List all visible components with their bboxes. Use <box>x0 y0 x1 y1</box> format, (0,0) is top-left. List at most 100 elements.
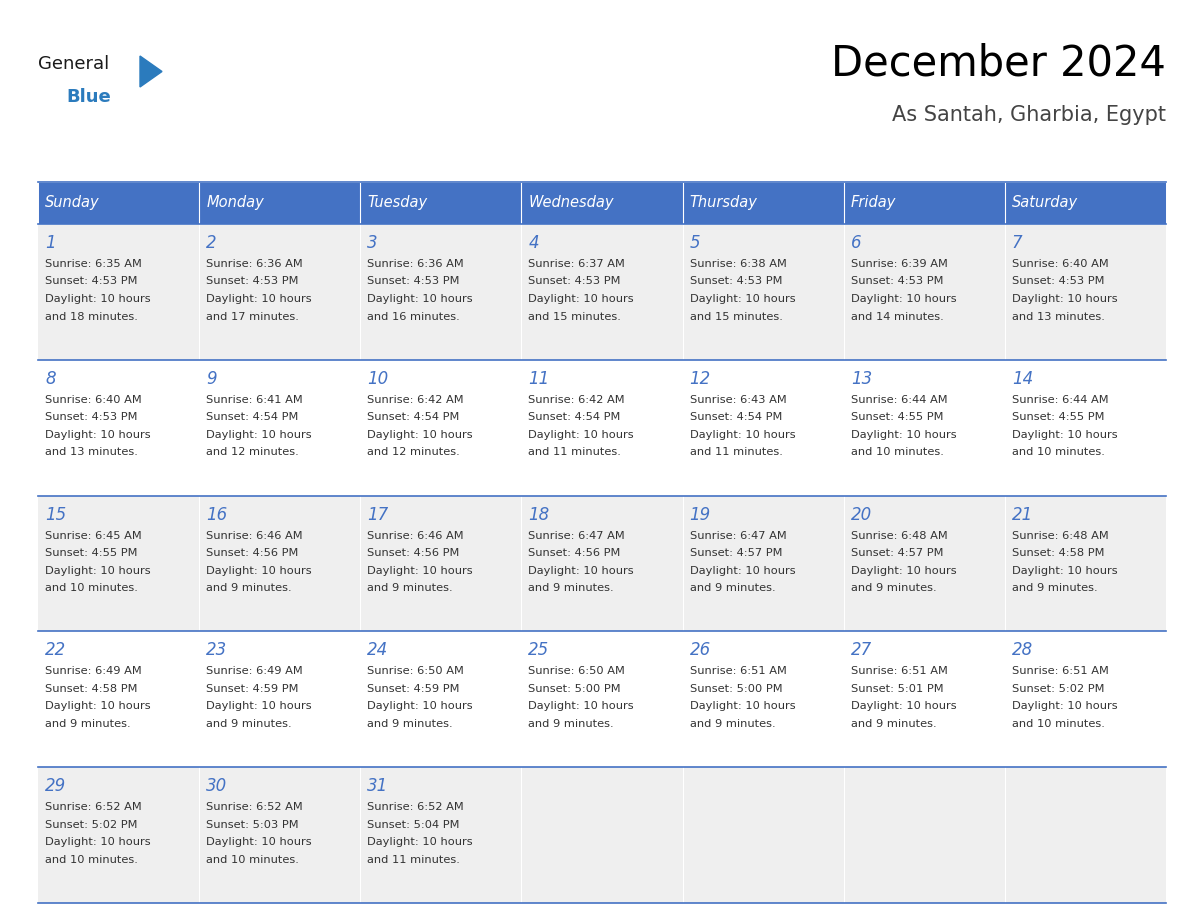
Text: Sunrise: 6:37 AM: Sunrise: 6:37 AM <box>529 259 625 269</box>
Text: Sunrise: 6:39 AM: Sunrise: 6:39 AM <box>851 259 948 269</box>
Text: and 15 minutes.: and 15 minutes. <box>689 311 783 321</box>
Text: Sunrise: 6:48 AM: Sunrise: 6:48 AM <box>851 531 948 541</box>
Bar <box>1005 182 1165 224</box>
Text: 12: 12 <box>689 370 710 387</box>
Text: 1: 1 <box>45 234 56 252</box>
Text: and 10 minutes.: and 10 minutes. <box>1012 719 1105 729</box>
Text: Daylight: 10 hours: Daylight: 10 hours <box>367 565 473 576</box>
Text: Sunset: 5:03 PM: Sunset: 5:03 PM <box>207 820 298 830</box>
Text: Sunset: 4:57 PM: Sunset: 4:57 PM <box>851 548 943 558</box>
Text: and 13 minutes.: and 13 minutes. <box>1012 311 1105 321</box>
Text: Sunrise: 6:51 AM: Sunrise: 6:51 AM <box>851 666 948 677</box>
Text: Daylight: 10 hours: Daylight: 10 hours <box>45 837 151 847</box>
Bar <box>683 182 843 224</box>
Text: Daylight: 10 hours: Daylight: 10 hours <box>851 565 956 576</box>
Text: and 12 minutes.: and 12 minutes. <box>367 447 460 457</box>
Text: Sunset: 5:00 PM: Sunset: 5:00 PM <box>529 684 621 694</box>
Text: and 18 minutes.: and 18 minutes. <box>45 311 138 321</box>
Text: Sunset: 4:56 PM: Sunset: 4:56 PM <box>367 548 460 558</box>
Text: 27: 27 <box>851 642 872 659</box>
Text: Sunrise: 6:43 AM: Sunrise: 6:43 AM <box>689 395 786 405</box>
Bar <box>38 496 1165 632</box>
Text: and 11 minutes.: and 11 minutes. <box>689 447 783 457</box>
Text: Monday: Monday <box>207 196 264 210</box>
Text: Sunrise: 6:52 AM: Sunrise: 6:52 AM <box>45 802 141 812</box>
Text: 18: 18 <box>529 506 550 523</box>
Text: Sunset: 4:59 PM: Sunset: 4:59 PM <box>207 684 298 694</box>
Text: and 10 minutes.: and 10 minutes. <box>45 855 138 865</box>
Text: Sunrise: 6:38 AM: Sunrise: 6:38 AM <box>689 259 786 269</box>
Text: and 9 minutes.: and 9 minutes. <box>207 583 292 593</box>
Text: Wednesday: Wednesday <box>529 196 614 210</box>
Text: and 9 minutes.: and 9 minutes. <box>207 719 292 729</box>
Bar <box>38 182 200 224</box>
Text: Daylight: 10 hours: Daylight: 10 hours <box>1012 565 1118 576</box>
Text: 3: 3 <box>367 234 378 252</box>
Text: Sunrise: 6:50 AM: Sunrise: 6:50 AM <box>529 666 625 677</box>
Text: Daylight: 10 hours: Daylight: 10 hours <box>367 701 473 711</box>
Text: Daylight: 10 hours: Daylight: 10 hours <box>689 701 795 711</box>
Text: Daylight: 10 hours: Daylight: 10 hours <box>45 701 151 711</box>
Text: Daylight: 10 hours: Daylight: 10 hours <box>689 430 795 440</box>
Text: Daylight: 10 hours: Daylight: 10 hours <box>689 294 795 304</box>
Text: Sunrise: 6:47 AM: Sunrise: 6:47 AM <box>529 531 625 541</box>
Bar <box>360 182 522 224</box>
Text: As Santah, Gharbia, Egypt: As Santah, Gharbia, Egypt <box>892 105 1165 125</box>
Text: 19: 19 <box>689 506 710 523</box>
Text: Sunset: 4:54 PM: Sunset: 4:54 PM <box>207 412 298 422</box>
Text: and 9 minutes.: and 9 minutes. <box>1012 583 1098 593</box>
Text: Sunrise: 6:49 AM: Sunrise: 6:49 AM <box>207 666 303 677</box>
Text: Sunset: 5:02 PM: Sunset: 5:02 PM <box>1012 684 1105 694</box>
Text: Sunset: 4:56 PM: Sunset: 4:56 PM <box>207 548 298 558</box>
Text: 31: 31 <box>367 778 388 795</box>
Text: and 9 minutes.: and 9 minutes. <box>529 719 614 729</box>
Text: Sunset: 4:53 PM: Sunset: 4:53 PM <box>529 276 621 286</box>
Text: Sunrise: 6:36 AM: Sunrise: 6:36 AM <box>207 259 303 269</box>
Text: and 9 minutes.: and 9 minutes. <box>367 583 453 593</box>
Bar <box>38 224 1165 360</box>
Text: and 10 minutes.: and 10 minutes. <box>851 447 943 457</box>
Text: 8: 8 <box>45 370 56 387</box>
Text: 9: 9 <box>207 370 216 387</box>
Text: Sunset: 4:54 PM: Sunset: 4:54 PM <box>367 412 460 422</box>
Text: Sunrise: 6:42 AM: Sunrise: 6:42 AM <box>367 395 463 405</box>
Text: Sunrise: 6:36 AM: Sunrise: 6:36 AM <box>367 259 465 269</box>
Text: Daylight: 10 hours: Daylight: 10 hours <box>207 294 311 304</box>
Text: 4: 4 <box>529 234 539 252</box>
Text: Daylight: 10 hours: Daylight: 10 hours <box>1012 701 1118 711</box>
Bar <box>38 360 1165 496</box>
Text: 28: 28 <box>1012 642 1034 659</box>
Text: and 17 minutes.: and 17 minutes. <box>207 311 299 321</box>
Text: Sunset: 5:00 PM: Sunset: 5:00 PM <box>689 684 782 694</box>
Text: Sunrise: 6:41 AM: Sunrise: 6:41 AM <box>207 395 303 405</box>
Text: Daylight: 10 hours: Daylight: 10 hours <box>45 294 151 304</box>
Text: Sunset: 4:54 PM: Sunset: 4:54 PM <box>689 412 782 422</box>
Text: and 9 minutes.: and 9 minutes. <box>689 583 776 593</box>
Text: and 10 minutes.: and 10 minutes. <box>1012 447 1105 457</box>
Text: Daylight: 10 hours: Daylight: 10 hours <box>851 294 956 304</box>
Text: Sunrise: 6:44 AM: Sunrise: 6:44 AM <box>1012 395 1108 405</box>
Text: Sunrise: 6:51 AM: Sunrise: 6:51 AM <box>1012 666 1108 677</box>
Text: Daylight: 10 hours: Daylight: 10 hours <box>367 294 473 304</box>
Text: 29: 29 <box>45 778 67 795</box>
Text: Daylight: 10 hours: Daylight: 10 hours <box>45 565 151 576</box>
Text: Daylight: 10 hours: Daylight: 10 hours <box>689 565 795 576</box>
Text: Sunset: 4:58 PM: Sunset: 4:58 PM <box>1012 548 1105 558</box>
Text: 24: 24 <box>367 642 388 659</box>
Text: General: General <box>38 55 109 73</box>
Text: and 9 minutes.: and 9 minutes. <box>529 583 614 593</box>
Text: Sunset: 4:59 PM: Sunset: 4:59 PM <box>367 684 460 694</box>
Text: Daylight: 10 hours: Daylight: 10 hours <box>367 837 473 847</box>
Text: Daylight: 10 hours: Daylight: 10 hours <box>207 701 311 711</box>
Text: Sunset: 4:53 PM: Sunset: 4:53 PM <box>689 276 782 286</box>
Text: Sunrise: 6:42 AM: Sunrise: 6:42 AM <box>529 395 625 405</box>
Text: Daylight: 10 hours: Daylight: 10 hours <box>207 430 311 440</box>
Text: 7: 7 <box>1012 234 1023 252</box>
Text: and 9 minutes.: and 9 minutes. <box>851 719 936 729</box>
Text: 22: 22 <box>45 642 67 659</box>
Bar <box>200 182 360 224</box>
Text: 26: 26 <box>689 642 710 659</box>
Text: and 13 minutes.: and 13 minutes. <box>45 447 138 457</box>
Text: Sunrise: 6:50 AM: Sunrise: 6:50 AM <box>367 666 465 677</box>
Text: 5: 5 <box>689 234 700 252</box>
